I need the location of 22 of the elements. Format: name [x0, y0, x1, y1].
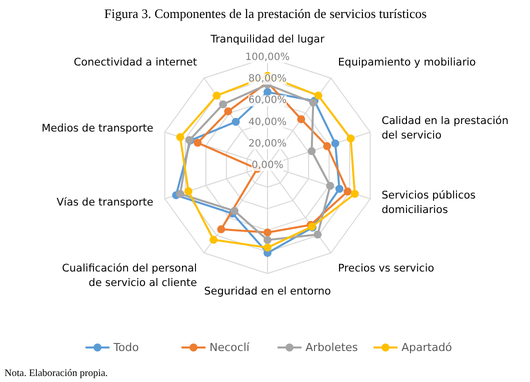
spoke-label: Cualificación del personal de servicio al cliente: [62, 262, 197, 289]
spoke-label: Precios vs servicio: [338, 262, 434, 275]
chart-title: Figura 3. Componentes de la prestación de servicios turísticos: [104, 6, 427, 21]
y-tick-label: 100,00%: [245, 52, 290, 63]
text: Nota. Elaboración propia.: [4, 368, 108, 379]
legend-label: Necoclí: [210, 341, 250, 354]
spoke-label: Conectividad a internet: [74, 56, 197, 68]
legend-label: Arboletes: [306, 341, 358, 354]
spoke-label: Medios de transporte: [42, 122, 154, 134]
spoke-label: Seguridad en el entorno: [204, 286, 331, 298]
y-tick-label: 80,00%: [248, 74, 287, 85]
legend-label: Apartadó: [402, 341, 452, 354]
y-tick-label: 0,00%: [252, 160, 284, 171]
spoke-label: Calidad en la prestación del servicio: [382, 115, 508, 142]
spoke-label: Vías de transporte: [56, 196, 154, 209]
y-tick-label: 40,00%: [248, 116, 287, 128]
legend-label: Todo: [112, 341, 140, 354]
spoke-label: Servicios públicos domiciliarios: [382, 189, 476, 216]
spoke-label: Equipamiento y mobiliario: [338, 56, 476, 68]
y-tick-label: 60,00%: [248, 95, 287, 106]
spoke-label: Tranquilidad del lugar: [210, 34, 326, 46]
y-tick-label: 20,00%: [248, 138, 287, 150]
